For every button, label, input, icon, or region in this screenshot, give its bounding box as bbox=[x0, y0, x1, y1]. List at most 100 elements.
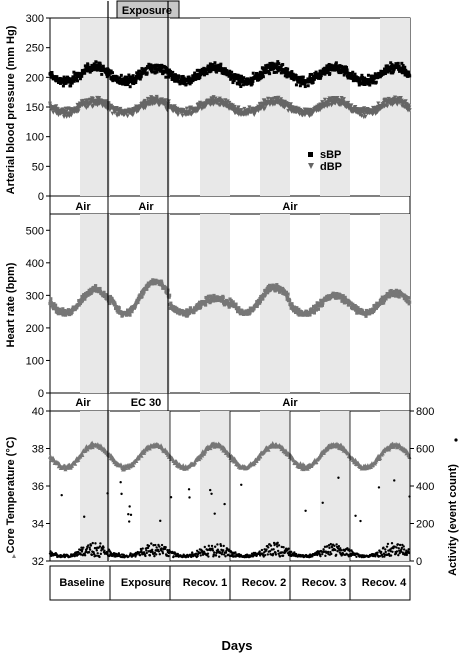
data-point bbox=[288, 298, 292, 303]
day-label-baseline: Baseline bbox=[59, 577, 104, 589]
data-point bbox=[225, 69, 229, 73]
data-point bbox=[358, 80, 362, 84]
data-point bbox=[286, 67, 290, 71]
data-point bbox=[127, 73, 131, 77]
data-point bbox=[214, 298, 218, 302]
data-point bbox=[319, 74, 323, 78]
data-point bbox=[276, 95, 281, 100]
data-point bbox=[210, 492, 213, 495]
data-point bbox=[336, 549, 339, 553]
data-point bbox=[61, 307, 65, 311]
data-point bbox=[329, 550, 332, 554]
data-point bbox=[222, 544, 225, 548]
hr-cond-2: EC 30 bbox=[131, 397, 162, 409]
data-point bbox=[401, 64, 405, 68]
data-point bbox=[238, 83, 242, 87]
data-point bbox=[138, 77, 142, 81]
data-point bbox=[127, 80, 131, 84]
data-point bbox=[386, 542, 390, 546]
data-point bbox=[145, 71, 149, 75]
data-point bbox=[213, 61, 217, 65]
data-point bbox=[153, 551, 157, 555]
data-point bbox=[178, 312, 182, 316]
data-point bbox=[341, 65, 345, 69]
data-point bbox=[378, 554, 382, 558]
data-point bbox=[193, 306, 197, 310]
data-point bbox=[98, 443, 103, 448]
data-point bbox=[219, 62, 223, 66]
data-point bbox=[312, 309, 316, 313]
data-point bbox=[375, 109, 380, 114]
data-point bbox=[266, 291, 270, 295]
data-point bbox=[315, 301, 319, 305]
data-point bbox=[395, 546, 398, 549]
data-point bbox=[67, 308, 71, 313]
y-right-tick-label: 600 bbox=[416, 444, 434, 456]
data-point bbox=[213, 64, 217, 68]
data-point bbox=[274, 70, 278, 74]
night-band bbox=[380, 411, 410, 561]
y-right-tick-label: 0 bbox=[416, 556, 422, 568]
data-point bbox=[286, 296, 290, 300]
data-point bbox=[204, 295, 208, 300]
data-point bbox=[387, 446, 392, 451]
data-point bbox=[120, 80, 124, 84]
data-point bbox=[110, 111, 115, 116]
data-point bbox=[81, 295, 85, 299]
hr-cond-3: Air bbox=[282, 397, 298, 409]
data-point bbox=[394, 294, 398, 298]
data-points bbox=[12, 60, 458, 559]
data-point bbox=[397, 553, 400, 557]
data-point bbox=[251, 79, 255, 83]
data-point bbox=[62, 75, 66, 79]
data-point bbox=[263, 71, 267, 75]
data-point bbox=[54, 104, 59, 109]
data-point bbox=[288, 102, 293, 107]
data-point bbox=[347, 555, 350, 558]
data-point bbox=[308, 75, 312, 79]
data-point bbox=[72, 70, 76, 74]
data-point bbox=[398, 543, 402, 547]
data-point bbox=[303, 313, 307, 317]
data-point bbox=[143, 69, 147, 73]
data-point bbox=[184, 82, 188, 86]
data-point bbox=[368, 83, 372, 87]
data-point bbox=[322, 548, 325, 551]
data-point bbox=[61, 84, 65, 88]
data-point bbox=[83, 515, 86, 518]
activity-ylabel: Activity (event count) bbox=[447, 464, 459, 576]
data-point bbox=[272, 548, 275, 551]
data-point bbox=[91, 541, 94, 545]
day-label-recov2: Recov. 2 bbox=[242, 577, 286, 589]
y-right-tick-label: 800 bbox=[416, 406, 434, 418]
night-band bbox=[140, 411, 170, 561]
day-label-exposure: Exposure bbox=[121, 577, 171, 589]
data-point bbox=[199, 554, 202, 557]
data-point bbox=[385, 64, 389, 68]
data-point bbox=[407, 71, 411, 75]
night-shading bbox=[80, 18, 410, 561]
data-point bbox=[247, 105, 252, 110]
data-point bbox=[322, 97, 327, 102]
data-point bbox=[325, 67, 329, 71]
data-point bbox=[212, 553, 215, 556]
data-point bbox=[265, 548, 268, 551]
data-point bbox=[70, 81, 74, 85]
data-point bbox=[330, 68, 334, 72]
data-point bbox=[95, 63, 99, 67]
night-band bbox=[200, 411, 230, 561]
data-point bbox=[131, 463, 136, 468]
night-band bbox=[140, 214, 170, 393]
data-point bbox=[125, 114, 130, 119]
data-point bbox=[268, 550, 272, 553]
data-point bbox=[160, 543, 164, 547]
data-point bbox=[266, 63, 270, 67]
data-point bbox=[389, 288, 393, 293]
data-point bbox=[105, 550, 108, 554]
data-point bbox=[370, 74, 374, 78]
data-point bbox=[309, 72, 313, 76]
data-point bbox=[333, 68, 337, 72]
data-point bbox=[239, 108, 244, 113]
data-point bbox=[222, 553, 226, 556]
data-point bbox=[140, 295, 144, 299]
